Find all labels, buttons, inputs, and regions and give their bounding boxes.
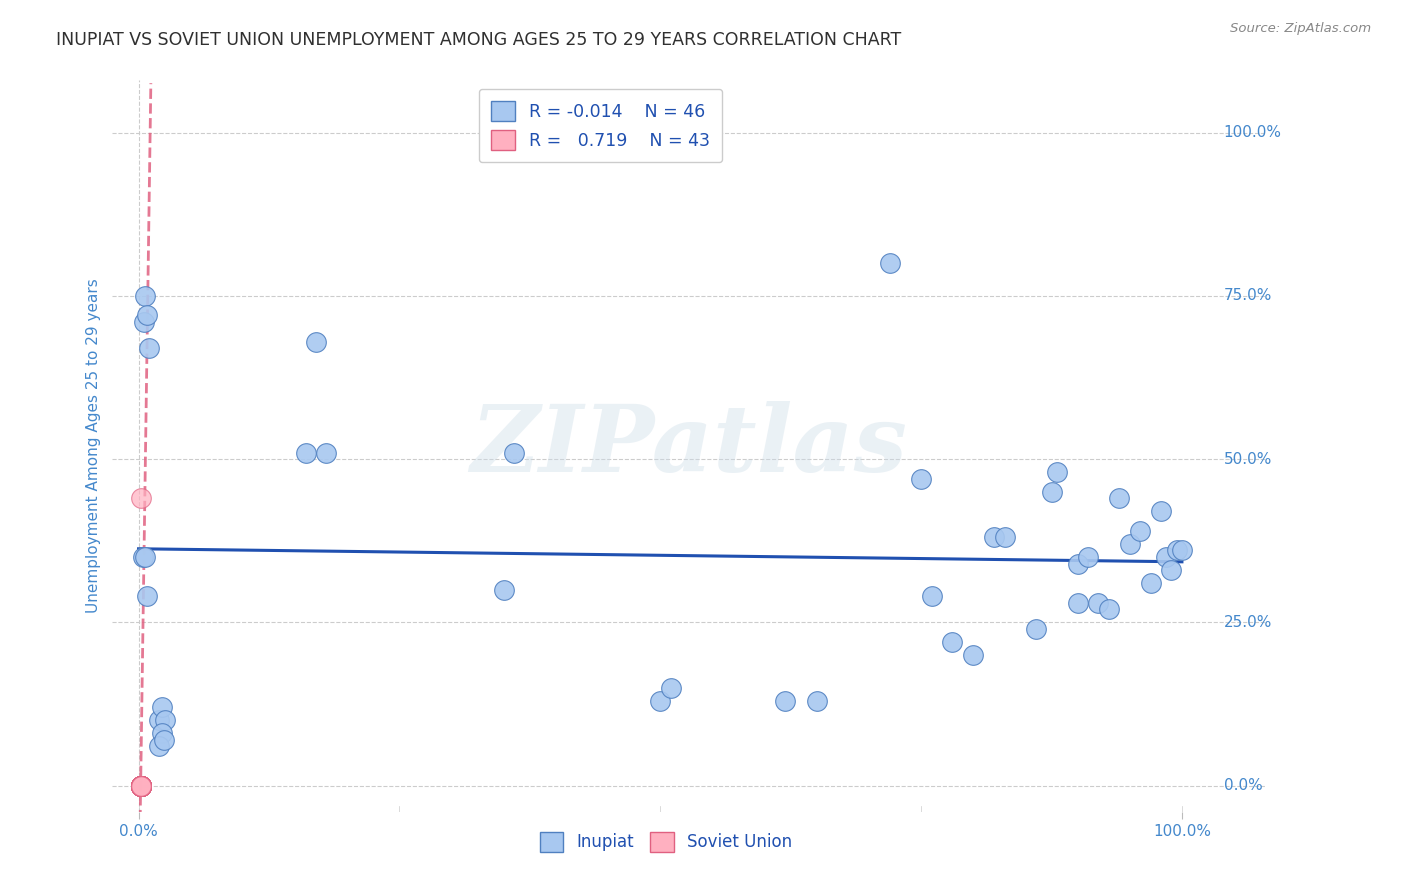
Point (129, 779, 152, 793)
Point (148, 739, 170, 754)
Point (129, 779, 152, 793)
Point (659, 681, 682, 695)
Point (132, 549, 155, 564)
Point (129, 779, 152, 793)
Point (129, 779, 152, 793)
Point (134, 549, 156, 564)
Point (993, 530, 1015, 544)
Point (129, 779, 152, 793)
Point (129, 779, 152, 793)
Point (1066, 557, 1088, 571)
Point (129, 779, 152, 793)
Point (129, 779, 152, 793)
Point (129, 779, 152, 793)
Point (129, 779, 152, 793)
Point (129, 779, 152, 793)
Point (135, 309, 157, 323)
Point (1098, 602, 1121, 616)
Point (879, 256, 901, 270)
Point (129, 779, 152, 793)
Point (941, 635, 963, 649)
Point (129, 779, 152, 793)
Point (129, 779, 152, 793)
Point (1046, 465, 1069, 479)
Point (503, 445, 526, 459)
Point (129, 779, 152, 793)
Point (315, 445, 337, 459)
Text: 50.0%: 50.0% (1223, 451, 1272, 467)
Point (135, 589, 157, 603)
Point (129, 779, 152, 793)
Point (153, 714, 176, 728)
Point (1139, 576, 1161, 591)
Point (1077, 549, 1099, 564)
Point (129, 779, 152, 793)
Text: 75.0%: 75.0% (1223, 288, 1272, 303)
Point (150, 726, 173, 740)
Point (492, 582, 515, 597)
Text: 100.0%: 100.0% (1223, 125, 1282, 140)
Text: 25.0%: 25.0% (1223, 615, 1272, 630)
Point (152, 732, 174, 747)
Point (1166, 543, 1188, 558)
Point (806, 694, 828, 708)
Point (129, 779, 152, 793)
Point (129, 779, 152, 793)
Text: Source: ZipAtlas.com: Source: ZipAtlas.com (1230, 22, 1371, 36)
Point (129, 779, 152, 793)
Point (129, 779, 152, 793)
Point (129, 779, 152, 793)
Point (1066, 596, 1088, 610)
Point (910, 472, 932, 486)
Point (129, 779, 152, 793)
Point (962, 648, 984, 662)
Point (1087, 596, 1109, 610)
Point (129, 779, 152, 793)
Point (1108, 491, 1130, 506)
Point (138, 341, 160, 355)
Point (129, 779, 152, 793)
Point (129, 779, 152, 793)
Point (129, 779, 152, 793)
Point (150, 700, 173, 714)
Point (129, 779, 152, 793)
Point (132, 315, 155, 329)
Point (129, 779, 152, 793)
Point (1160, 563, 1182, 577)
Point (129, 779, 152, 793)
Point (1150, 504, 1173, 518)
Legend: Inupiat, Soviet Union: Inupiat, Soviet Union (533, 826, 799, 858)
Point (921, 589, 943, 603)
Text: ZIPatlas: ZIPatlas (471, 401, 907, 491)
Text: 0.0%: 0.0% (1223, 778, 1263, 793)
Point (129, 779, 152, 793)
Point (129, 779, 152, 793)
Point (983, 530, 1005, 544)
Point (129, 779, 152, 793)
Point (1129, 524, 1152, 538)
Point (775, 694, 797, 708)
Point (650, 694, 672, 708)
Point (134, 289, 156, 303)
Point (305, 334, 328, 349)
Point (1171, 543, 1194, 558)
Point (1040, 484, 1063, 499)
Point (129, 779, 152, 793)
Point (1119, 537, 1142, 551)
Text: INUPIAT VS SOVIET UNION UNEMPLOYMENT AMONG AGES 25 TO 29 YEARS CORRELATION CHART: INUPIAT VS SOVIET UNION UNEMPLOYMENT AMO… (56, 31, 901, 49)
Point (129, 779, 152, 793)
Point (129, 491, 152, 506)
Point (129, 779, 152, 793)
Point (129, 779, 152, 793)
Point (294, 445, 316, 459)
Point (1025, 622, 1047, 636)
Y-axis label: Unemployment Among Ages 25 to 29 years: Unemployment Among Ages 25 to 29 years (86, 278, 101, 614)
Point (129, 779, 152, 793)
Point (148, 714, 170, 728)
Point (129, 779, 152, 793)
Point (129, 779, 152, 793)
Point (1156, 549, 1178, 564)
Point (129, 779, 152, 793)
Point (129, 779, 152, 793)
